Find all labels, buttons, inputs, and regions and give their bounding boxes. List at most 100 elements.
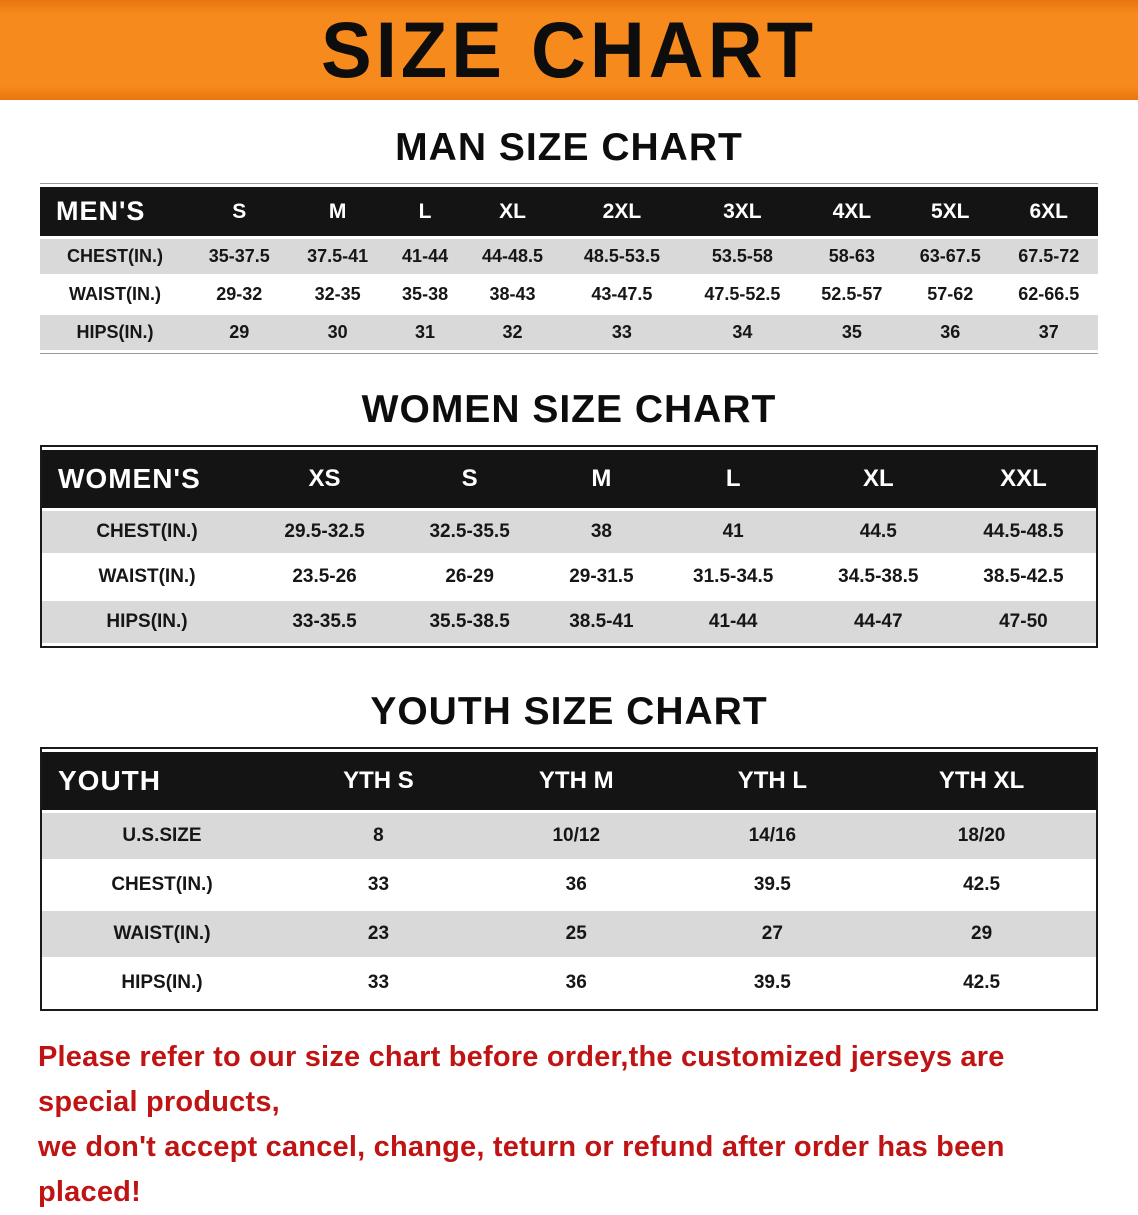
size-value-cell: 33-35.5 — [252, 601, 398, 643]
size-header-cell: XL — [805, 450, 951, 508]
size-value-cell: 35-38 — [386, 277, 464, 312]
measure-label-cell: HIPS(IN.) — [40, 315, 190, 350]
size-value-cell: 44.5-48.5 — [950, 511, 1096, 553]
size-value-cell: 43-47.5 — [561, 277, 683, 312]
table-title-cell: YOUTH — [42, 752, 282, 810]
table-title-cell: MEN'S — [40, 187, 190, 236]
size-value-cell: 14/16 — [677, 813, 868, 859]
size-value-cell: 35-37.5 — [190, 239, 289, 274]
size-header-cell: 5XL — [901, 187, 1000, 236]
table-row: HIPS(IN.) 29 30 31 32 33 34 35 36 37 — [40, 315, 1098, 350]
size-value-cell: 36 — [474, 862, 678, 908]
size-value-cell: 41-44 — [386, 239, 464, 274]
size-value-cell: 41-44 — [660, 601, 806, 643]
size-header-cell: XS — [252, 450, 398, 508]
table-header-row: YOUTH YTH S YTH M YTH L YTH XL — [42, 752, 1096, 810]
size-value-cell: 23 — [282, 911, 475, 957]
size-value-cell: 18/20 — [867, 813, 1096, 859]
size-header-cell: XXL — [950, 450, 1096, 508]
size-header-cell: 6XL — [999, 187, 1098, 236]
table-row: CHEST(IN.) 35-37.5 37.5-41 41-44 44-48.5 48.5… — [40, 239, 1098, 274]
table-row: WAIST(IN.) 29-32 32-35 35-38 38-43 43-47.5 47.… — [40, 277, 1098, 312]
size-value-cell: 31 — [386, 315, 464, 350]
youth-size-table: YOUTH YTH S YTH M YTH L YTH XL U.S.SIZE 8 10/12… — [40, 747, 1098, 1011]
measure-label-cell: CHEST(IN.) — [42, 862, 282, 908]
size-value-cell: 26-29 — [397, 556, 543, 598]
size-header-cell: 2XL — [561, 187, 683, 236]
size-value-cell: 57-62 — [901, 277, 1000, 312]
size-value-cell: 47-50 — [950, 601, 1096, 643]
size-value-cell: 38.5-42.5 — [950, 556, 1096, 598]
table-head: MEN'S S M L XL 2XL 3XL 4XL 5XL 6XL — [40, 187, 1098, 236]
size-header-cell: YTH M — [474, 752, 678, 810]
size-value-cell: 31.5-34.5 — [660, 556, 806, 598]
men-size-section: MAN SIZE CHART MEN'S S M L XL 2XL 3XL 4XL 5XL 6XL… — [0, 126, 1138, 354]
size-header-cell: S — [397, 450, 543, 508]
size-header-cell: YTH XL — [867, 752, 1096, 810]
size-value-cell: 37 — [999, 315, 1098, 350]
size-value-cell: 33 — [282, 960, 475, 1006]
size-value-cell: 44.5 — [805, 511, 951, 553]
size-value-cell: 35.5-38.5 — [397, 601, 543, 643]
size-value-cell: 58-63 — [802, 239, 902, 274]
size-value-cell: 34 — [682, 315, 803, 350]
notice-line-2: we don't accept cancel, change, teturn o… — [38, 1130, 1005, 1208]
measure-label-cell: WAIST(IN.) — [42, 556, 252, 598]
size-value-cell: 29 — [190, 315, 289, 350]
measure-label-cell: CHEST(IN.) — [42, 511, 252, 553]
size-value-cell: 47.5-52.5 — [682, 277, 803, 312]
size-value-cell: 29-31.5 — [542, 556, 661, 598]
size-value-cell: 41 — [660, 511, 806, 553]
size-value-cell: 37.5-41 — [288, 239, 387, 274]
table-row: WAIST(IN.) 23.5-26 26-29 29-31.5 31.5-34.5 34… — [42, 556, 1096, 598]
size-value-cell: 63-67.5 — [901, 239, 1000, 274]
size-header-cell: 4XL — [802, 187, 902, 236]
table-row: HIPS(IN.) 33-35.5 35.5-38.5 38.5-41 41-44 44-… — [42, 601, 1096, 643]
women-size-table: WOMEN'S XS S M L XL XXL CHEST(IN.) 29.5-32.5 32.5… — [40, 445, 1098, 648]
size-value-cell: 44-47 — [805, 601, 951, 643]
size-value-cell: 10/12 — [474, 813, 678, 859]
table-head: YOUTH YTH S YTH M YTH L YTH XL — [42, 752, 1096, 810]
size-value-cell: 27 — [677, 911, 868, 957]
size-value-cell: 35 — [802, 315, 902, 350]
youth-size-section: YOUTH SIZE CHART YOUTH YTH S YTH M YTH L YTH… — [0, 690, 1138, 1011]
size-header-cell: M — [542, 450, 661, 508]
size-value-cell: 36 — [474, 960, 678, 1006]
measure-label-cell: WAIST(IN.) — [40, 277, 190, 312]
table-row: CHEST(IN.) 29.5-32.5 32.5-35.5 38 41 44.5 44.5… — [42, 511, 1096, 553]
size-value-cell: 53.5-58 — [682, 239, 803, 274]
size-value-cell: 32 — [463, 315, 562, 350]
size-value-cell: 29-32 — [190, 277, 289, 312]
size-header-cell: 3XL — [682, 187, 803, 236]
size-value-cell: 44-48.5 — [463, 239, 562, 274]
men-section-heading: MAN SIZE CHART — [395, 126, 743, 169]
measure-label-cell: WAIST(IN.) — [42, 911, 282, 957]
measure-label-cell: HIPS(IN.) — [42, 960, 282, 1006]
size-header-cell: S — [190, 187, 289, 236]
size-value-cell: 62-66.5 — [999, 277, 1098, 312]
table-body: CHEST(IN.) 35-37.5 37.5-41 41-44 44-48.5 48.5… — [40, 239, 1098, 350]
size-value-cell: 34.5-38.5 — [805, 556, 951, 598]
notice-line-1: Please refer to our size chart before or… — [38, 1041, 1005, 1118]
table-body: CHEST(IN.) 29.5-32.5 32.5-35.5 38 41 44.5 44.5… — [42, 511, 1096, 643]
table-header-row: WOMEN'S XS S M L XL XXL — [42, 450, 1096, 508]
size-value-cell: 29.5-32.5 — [252, 511, 398, 553]
size-value-cell: 30 — [288, 315, 387, 350]
page-title: SIZE CHART — [321, 5, 817, 95]
size-value-cell: 25 — [474, 911, 678, 957]
table-row: HIPS(IN.) 33 36 39.5 42.5 — [42, 960, 1096, 1006]
size-value-cell: 52.5-57 — [802, 277, 902, 312]
table-row: U.S.SIZE 8 10/12 14/16 18/20 — [42, 813, 1096, 859]
measure-label-cell: CHEST(IN.) — [40, 239, 190, 274]
size-header-cell: XL — [463, 187, 562, 236]
size-value-cell: 38-43 — [463, 277, 562, 312]
size-value-cell: 32-35 — [288, 277, 387, 312]
men-size-table: MEN'S S M L XL 2XL 3XL 4XL 5XL 6XL CHEST(IN.) 35-37… — [40, 183, 1098, 354]
size-value-cell: 8 — [282, 813, 475, 859]
table-row: WAIST(IN.) 23 25 27 29 — [42, 911, 1096, 957]
size-header-cell: M — [288, 187, 387, 236]
size-value-cell: 33 — [282, 862, 475, 908]
size-header-cell: YTH L — [677, 752, 868, 810]
size-value-cell: 32.5-35.5 — [397, 511, 543, 553]
